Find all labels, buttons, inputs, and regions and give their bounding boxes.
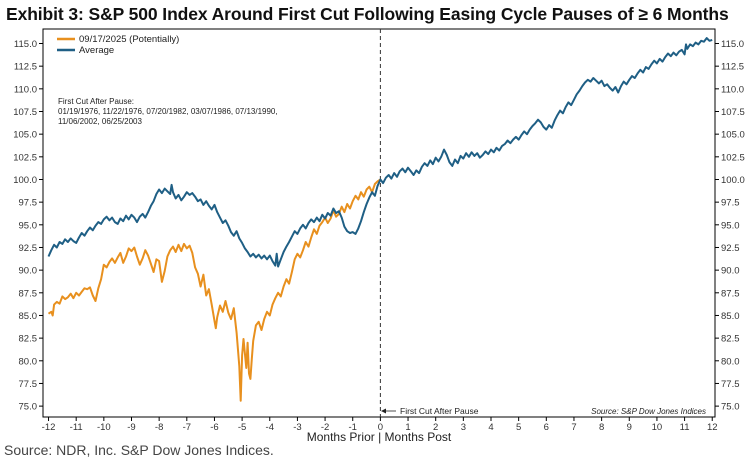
y-tick-label-left: 82.5 [19, 334, 38, 345]
y-tick-label-left: 87.5 [19, 288, 38, 299]
y-tick-label-left: 115.0 [14, 39, 37, 50]
y-tick-label-left: 85.0 [19, 311, 38, 322]
y-tick-label-right: 80.0 [721, 356, 740, 367]
x-axis-label: Months Prior | Months Post [307, 430, 452, 444]
y-tick-label-right: 82.5 [721, 334, 740, 345]
legend-label-potential: 09/17/2025 (Potentially) [79, 34, 179, 45]
legend-label-average: Average [79, 45, 114, 56]
x-tick-label: 9 [627, 422, 632, 433]
y-tick-label-right: 87.5 [721, 288, 740, 299]
series-group [47, 37, 713, 402]
x-tick-label: -4 [266, 422, 274, 433]
y-tick-label-left: 80.0 [19, 356, 38, 367]
x-tick-label: 12 [707, 422, 718, 433]
note-line-3: 11/06/2002, 06/25/2003 [58, 117, 142, 126]
x-tick-label: -8 [155, 422, 163, 433]
y-tick-label-right: 85.0 [721, 311, 740, 322]
inner-source: Source: S&P Dow Jones Indices [591, 407, 706, 416]
x-tick-label: 5 [516, 422, 521, 433]
x-tick-label: 3 [461, 422, 466, 433]
y-tick-label-left: 110.0 [14, 84, 37, 95]
x-axis: -12 -11 -10 -9 -8 -7 -6 -5 -4 -3 -2 -1 0 1 2 3 4 5 6 7 8 9 10 1… [42, 417, 718, 433]
y-tick-label-right: 97.5 [721, 198, 740, 209]
x-tick-label: 8 [599, 422, 604, 433]
x-tick-label: -11 [70, 422, 83, 433]
y-tick-label-left: 97.5 [19, 198, 38, 209]
y-tick-label-right: 110.0 [721, 84, 744, 95]
y-tick-label-right: 75.0 [721, 402, 740, 413]
series-average-line [47, 37, 713, 268]
x-tick-label: 11 [680, 422, 690, 433]
x-tick-label: 2 [433, 422, 438, 433]
x-tick-label: 6 [544, 422, 549, 433]
chart-title: Exhibit 3: S&P 500 Index Around First Cu… [6, 4, 729, 24]
y-tick-label-right: 107.5 [721, 107, 745, 118]
x-tick-label: -6 [210, 422, 218, 433]
legend: 09/17/2025 (Potentially) Average [57, 34, 179, 56]
y-tick-label-left: 75.0 [19, 402, 38, 413]
y-tick-label-right: 100.0 [721, 175, 745, 186]
y-tick-label-left: 107.5 [13, 107, 37, 118]
y-tick-label-right: 112.5 [721, 62, 744, 73]
note-line-1: First Cut After Pause: [58, 97, 134, 106]
x-tick-label: -7 [183, 422, 191, 433]
x-tick-label: 0 [378, 422, 383, 433]
y-tick-label-left: 112.5 [14, 62, 37, 73]
x-tick-label: -10 [97, 422, 111, 433]
plot-border [42, 28, 716, 418]
y-tick-label-right: 92.5 [721, 243, 740, 254]
y-tick-label-left: 100.0 [13, 175, 37, 186]
y-axis-right: 75.0 77.5 80.0 82.5 85.0 87.5 90.0 92.5 95.0 97.5… [715, 39, 745, 413]
y-tick-label-right: 77.5 [721, 379, 740, 390]
y-tick-label-left: 102.5 [13, 152, 37, 163]
y-tick-label-left: 77.5 [19, 379, 38, 390]
y-tick-label-left: 95.0 [19, 220, 38, 231]
y-tick-label-left: 90.0 [19, 266, 38, 277]
x-tick-label: 4 [488, 422, 493, 433]
x-tick-label: 7 [571, 422, 576, 433]
x-tick-label: -1 [349, 422, 357, 433]
y-tick-label-left: 92.5 [19, 243, 38, 254]
x-tick-label: 1 [405, 422, 410, 433]
first-cut-annotation: First Cut After Pause [381, 406, 479, 416]
x-tick-label: -5 [238, 422, 246, 433]
annotation-arrowhead [381, 408, 386, 414]
y-tick-label-right: 102.5 [721, 152, 745, 163]
x-tick-label: -3 [293, 422, 301, 433]
x-tick-label: -9 [127, 422, 135, 433]
x-tick-label: 10 [652, 422, 663, 433]
note-line-2: 01/19/1976, 11/22/1976, 07/20/1982, 03/0… [58, 107, 278, 116]
y-tick-label-right: 95.0 [721, 220, 740, 231]
x-tick-label: -12 [42, 422, 56, 433]
y-tick-label-right: 105.0 [721, 130, 745, 141]
y-axis-left: 75.0 77.5 80.0 82.5 85.0 87.5 90.0 92.5 95.0 97.5… [13, 39, 43, 413]
y-tick-label-right: 115.0 [721, 39, 744, 50]
x-tick-label: -2 [321, 422, 329, 433]
y-tick-label-right: 90.0 [721, 266, 740, 277]
source-footer: Source: NDR, Inc. S&P Dow Jones Indices. [4, 442, 274, 458]
annotation-label: First Cut After Pause [400, 406, 479, 416]
y-tick-label-left: 105.0 [13, 130, 37, 141]
series-potential-line [47, 178, 381, 402]
first-cut-dates-note: First Cut After Pause: 01/19/1976, 11/22… [58, 97, 278, 126]
